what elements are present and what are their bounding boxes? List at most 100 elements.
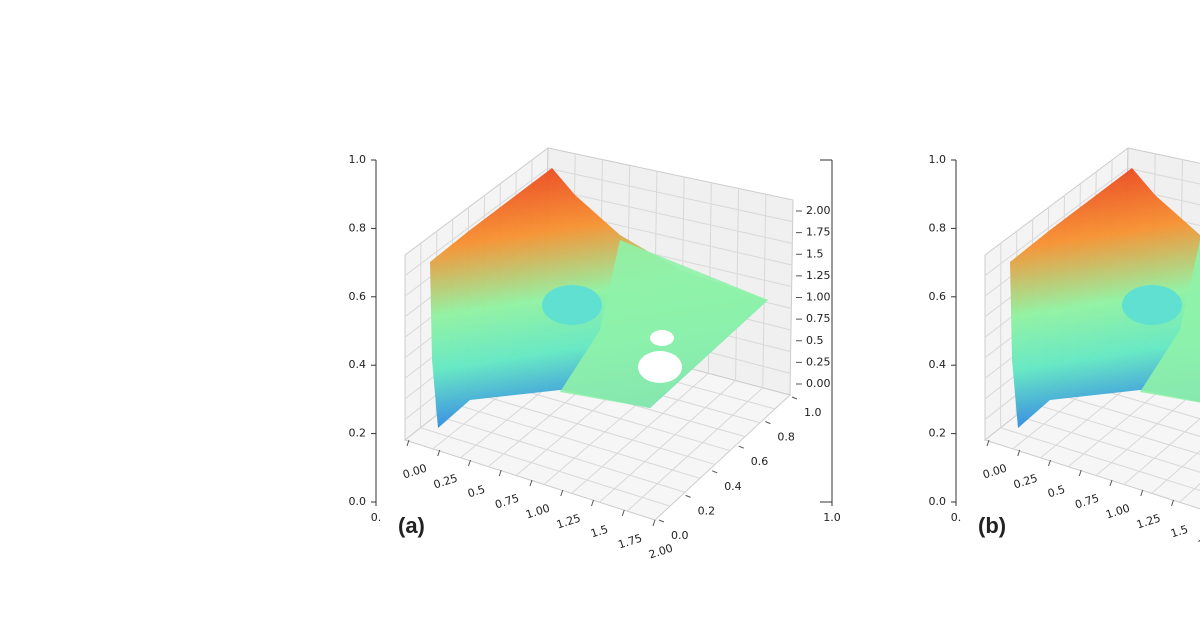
panel: 0.00.20.40.60.81.00.0.000.250.50.751.001… (929, 146, 1200, 552)
x3-tick-label: 1.75 (1196, 532, 1200, 552)
panel: 0.00.20.40.60.81.00. 1.00.000.250.50.751.… (349, 146, 841, 561)
panel-label: (a) (398, 513, 425, 538)
pane-grid (420, 427, 671, 507)
pane-grid (626, 387, 764, 512)
pane-grid (404, 167, 548, 276)
pane-grid (599, 380, 736, 503)
y-tick-label: 0.6 (349, 290, 367, 303)
pane-grid (467, 390, 716, 465)
y3-tick (791, 396, 798, 400)
z3-tick-label: 0.00 (806, 377, 831, 390)
z3-tick-label: 1.25 (806, 269, 831, 282)
x3-tick (406, 439, 410, 447)
z3-tick-label: 1.5 (806, 247, 824, 260)
x3-tick-label: 1.75 (616, 532, 643, 552)
x3-tick-label: 1.25 (1135, 512, 1162, 532)
surface-dip (542, 285, 602, 325)
x3-tick-label: 0.00 (401, 462, 428, 482)
pane-grid (1047, 390, 1200, 437)
surface-plane (560, 240, 768, 408)
x3-tick (560, 489, 564, 497)
x3-tick (621, 509, 625, 517)
y-tick-label: 1.0 (929, 153, 947, 166)
x3-tick (468, 459, 471, 467)
x3-tick (1140, 489, 1144, 497)
x3-tick (1171, 499, 1174, 507)
y-tick-label: 0.8 (929, 221, 947, 234)
y3-tick (712, 470, 718, 474)
surface-hole (650, 330, 674, 346)
x3-tick (437, 449, 441, 457)
y3-tick-label: 0.6 (751, 455, 769, 468)
y3-tick (685, 494, 691, 498)
x-tick-label: 1.0 (823, 511, 841, 524)
pane-grid (1095, 386, 1200, 476)
y-tick-label: 0.4 (349, 358, 367, 371)
y3-tick (765, 421, 771, 425)
y-tick-label: 1.0 (349, 153, 367, 166)
pane-grid (1031, 402, 1200, 455)
x3-tick-label: 0.5 (466, 483, 487, 501)
y3-tick-label: 0.0 (671, 529, 689, 542)
x3-tick (1109, 479, 1113, 487)
y3-tick (738, 445, 744, 449)
x3-tick-label: 0.75 (1073, 492, 1100, 512)
pane-grid (1015, 415, 1200, 473)
x3-tick-label: 0.25 (1012, 472, 1039, 492)
y-tick-label: 0.4 (929, 358, 947, 371)
x-tick-label: 0. (371, 511, 382, 524)
x3-tick (529, 479, 533, 487)
pane-grid (1127, 167, 1200, 185)
pane-grid (435, 415, 686, 493)
y-tick-label: 0.6 (929, 290, 947, 303)
pane-grid (1151, 450, 1200, 494)
x3-tick (652, 519, 656, 527)
y-tick-label: 0.8 (349, 221, 367, 234)
y-tick-label: 0.2 (349, 427, 367, 440)
x3-tick-label: 1.5 (589, 523, 610, 541)
x3-tick (1017, 449, 1021, 457)
x3-tick-label: 1.5 (1169, 523, 1190, 541)
pane-grid (1123, 418, 1200, 485)
pane-grid (451, 402, 701, 479)
z3-tick-label: 2.00 (806, 204, 831, 217)
x3-tick (498, 469, 502, 477)
y3-tick-label: 1.0 (804, 406, 822, 419)
pane-grid (1127, 187, 1200, 206)
y3-tick (658, 519, 665, 523)
z3-tick-label: 1.75 (806, 226, 831, 239)
y-tick-label: 0.0 (929, 495, 947, 508)
x3-tick-label: 0.5 (1046, 483, 1067, 501)
z3-tick-label: 1.00 (806, 291, 831, 304)
x3-tick-label: 1.00 (1104, 502, 1131, 522)
x-tick-label: 0. (951, 511, 962, 524)
x3-tick-label: 1.00 (524, 502, 551, 522)
x3-tick-label: 0.00 (981, 462, 1008, 482)
pane-grid (547, 187, 793, 244)
x3-tick (591, 499, 594, 507)
pane-grid (984, 167, 1128, 276)
x3-tick-label: 1.25 (555, 512, 582, 532)
pane-grid (735, 188, 740, 381)
surface-plane (1140, 240, 1200, 403)
y-tick-label: 0.0 (349, 495, 367, 508)
z3-tick-label: 0.25 (806, 355, 831, 368)
surface (1010, 168, 1200, 428)
x3-tick (986, 439, 990, 447)
y3-tick-label: 0.4 (724, 480, 742, 493)
x3-tick-label: 0.25 (432, 472, 459, 492)
x3-tick-label: 0.75 (493, 492, 520, 512)
y-tick-label: 0.2 (929, 427, 947, 440)
panel-label: (b) (978, 513, 1006, 538)
pane-grid (547, 167, 793, 223)
y3-tick-label: 0.2 (698, 504, 716, 517)
pane-grid (762, 194, 767, 388)
surface-hole (638, 351, 682, 383)
x3-tick (1078, 469, 1082, 477)
pane-grid (571, 372, 709, 494)
pane-grid (1000, 427, 1200, 491)
surface-dip (1122, 285, 1182, 325)
z3-tick-label: 0.5 (806, 334, 824, 347)
x3-tick (1048, 459, 1051, 467)
